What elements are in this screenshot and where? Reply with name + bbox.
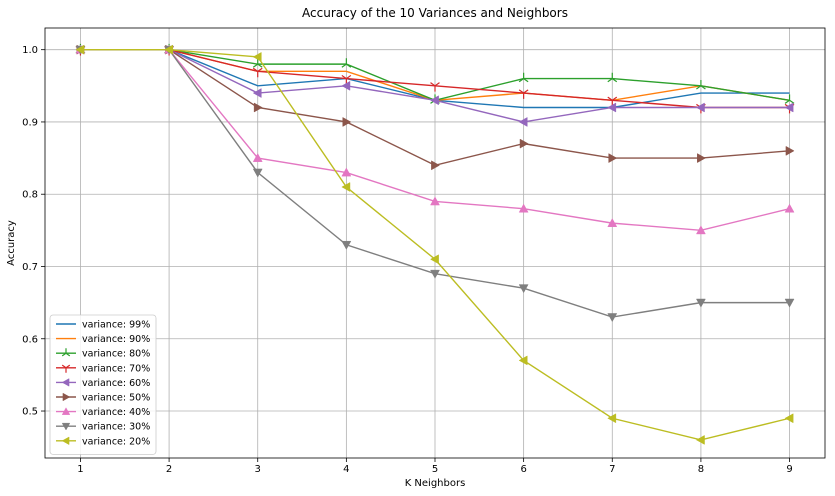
data-point-marker [607, 313, 618, 323]
data-point-marker [253, 102, 263, 113]
y-axis-title: Accuracy [6, 220, 17, 266]
data-point-marker [252, 51, 262, 62]
data-point-marker [518, 284, 529, 294]
data-point-marker [518, 355, 528, 366]
legend-label: variance: 80% [82, 349, 150, 360]
data-point-marker [61, 348, 71, 357]
data-point-marker [697, 153, 706, 164]
data-point-marker [252, 168, 263, 178]
data-point-marker [61, 364, 71, 373]
data-point-marker [429, 254, 439, 265]
legend-entry: variance: 60% [56, 378, 150, 389]
data-point-marker [695, 102, 705, 113]
data-point-marker [608, 153, 618, 164]
data-point-marker [252, 88, 262, 98]
legend-label: variance: 20% [82, 436, 150, 447]
data-point-marker [430, 82, 440, 92]
data-point-marker [61, 436, 70, 446]
data-point-marker [607, 413, 617, 424]
data-point-marker [429, 95, 439, 106]
data-point-marker [75, 44, 85, 55]
data-point-marker [518, 72, 529, 83]
data-point-marker [785, 145, 795, 156]
data-point-marker [784, 413, 794, 424]
legend-entry: variance: 80% [56, 348, 150, 360]
legend-label: variance: 99% [82, 320, 150, 331]
legend-label: variance: 40% [82, 407, 150, 418]
data-point-marker [252, 153, 263, 162]
legend-entry: variance: 90% [56, 334, 150, 345]
data-point-marker [784, 102, 794, 113]
data-point-marker [342, 117, 352, 127]
y-tick-label: 0.6 [22, 334, 38, 345]
data-point-marker [607, 102, 617, 113]
data-point-marker [695, 298, 706, 308]
data-point-marker [430, 269, 440, 279]
chart-title: Accuracy of the 10 Variances and Neighbo… [302, 6, 568, 20]
legend-entry: variance: 20% [56, 436, 150, 447]
legend-entry: variance: 40% [56, 407, 150, 418]
legend-label: variance: 50% [82, 393, 150, 404]
data-point-marker [695, 435, 705, 445]
data-point-marker [695, 225, 706, 235]
data-point-marker [341, 167, 352, 177]
data-point-marker [430, 196, 440, 206]
x-tick-label: 3 [255, 464, 261, 475]
y-tick-label: 0.5 [22, 407, 38, 418]
data-point-marker [519, 138, 529, 149]
x-tick-label: 7 [609, 464, 615, 475]
legend-label: variance: 90% [82, 334, 150, 345]
data-point-marker [61, 378, 70, 387]
legend-label: variance: 70% [82, 363, 150, 374]
x-axis-ticks: 1 2 3 4 5 6 7 8 9 [77, 458, 793, 475]
data-point-marker [518, 203, 529, 213]
x-tick-label: 4 [343, 464, 349, 475]
x-tick-label: 5 [432, 464, 438, 475]
data-point-marker [696, 79, 706, 90]
data-point-marker [518, 117, 528, 127]
data-point-marker [341, 58, 352, 68]
series-variance-40 [75, 44, 795, 235]
x-tick-label: 6 [520, 464, 526, 475]
legend: variance: 99% variance: 90% variance: 80% v… [49, 314, 157, 455]
x-tick-label: 8 [698, 464, 704, 475]
legend-box [49, 314, 157, 455]
data-point-marker [341, 240, 352, 250]
data-point-marker [784, 203, 795, 213]
legend-label: variance: 60% [82, 378, 150, 389]
data-point-marker [784, 298, 795, 308]
x-tick-label: 1 [77, 464, 83, 475]
y-tick-label: 0.7 [22, 262, 38, 273]
y-tick-label: 0.9 [22, 117, 38, 128]
data-point-marker [61, 422, 71, 431]
series-variance-30 [75, 45, 795, 323]
legend-label: variance: 30% [82, 422, 150, 433]
y-axis-ticks: 0.5 0.6 0.7 0.8 0.9 1.0 [22, 45, 45, 418]
y-tick-label: 1.0 [22, 45, 38, 56]
series-variance-20 [75, 44, 794, 445]
y-tick-label: 0.8 [22, 190, 38, 201]
legend-entry: variance: 30% [56, 422, 150, 433]
grid-lines [45, 28, 825, 458]
legend-entry: variance: 70% [56, 363, 150, 374]
x-tick-label: 9 [786, 464, 792, 475]
x-tick-label: 2 [166, 464, 172, 475]
data-point-marker [607, 218, 618, 227]
data-point-marker [341, 80, 351, 91]
data-point-marker [61, 407, 71, 415]
legend-entry: variance: 50% [56, 393, 150, 404]
data-point-marker [164, 44, 173, 55]
data-point-marker [518, 89, 529, 99]
data-point-marker [341, 182, 351, 192]
legend-entry: variance: 99% [56, 320, 150, 331]
data-point-marker [607, 72, 618, 83]
data-point-marker [252, 67, 263, 78]
x-axis-title: K Neighbors [405, 478, 466, 489]
data-point-marker [62, 392, 71, 402]
plot-series [75, 43, 795, 445]
data-point-marker [431, 160, 441, 171]
